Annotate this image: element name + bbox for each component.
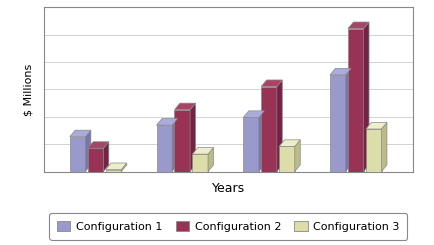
Polygon shape: [258, 111, 264, 172]
Bar: [174, 110, 190, 172]
Polygon shape: [345, 68, 350, 172]
Bar: [260, 86, 276, 172]
Polygon shape: [156, 119, 177, 125]
Bar: [69, 137, 85, 172]
X-axis label: Years: Years: [211, 182, 244, 195]
Polygon shape: [329, 68, 350, 75]
Legend: Configuration 1, Configuration 2, Configuration 3: Configuration 1, Configuration 2, Config…: [49, 213, 407, 240]
Polygon shape: [172, 119, 177, 172]
Polygon shape: [260, 80, 282, 86]
Bar: [192, 154, 207, 171]
Polygon shape: [279, 140, 299, 147]
Polygon shape: [365, 122, 386, 129]
Bar: [105, 170, 121, 172]
Polygon shape: [243, 111, 264, 117]
Polygon shape: [347, 22, 368, 29]
Y-axis label: $ Millions: $ Millions: [23, 63, 33, 116]
Polygon shape: [88, 142, 108, 148]
Polygon shape: [294, 140, 299, 171]
Polygon shape: [105, 163, 126, 170]
Bar: [156, 125, 172, 172]
Polygon shape: [381, 122, 386, 172]
Polygon shape: [363, 22, 368, 172]
Polygon shape: [85, 130, 91, 171]
Bar: [279, 147, 294, 172]
Bar: [365, 129, 381, 172]
Bar: [329, 75, 345, 172]
Polygon shape: [121, 163, 126, 172]
Polygon shape: [192, 147, 213, 154]
Polygon shape: [190, 103, 195, 172]
Polygon shape: [207, 147, 213, 172]
Polygon shape: [276, 80, 282, 172]
Bar: [88, 148, 103, 172]
Polygon shape: [69, 130, 91, 137]
Polygon shape: [103, 142, 108, 172]
Bar: [347, 29, 363, 171]
Bar: [243, 117, 258, 172]
Polygon shape: [174, 103, 195, 110]
